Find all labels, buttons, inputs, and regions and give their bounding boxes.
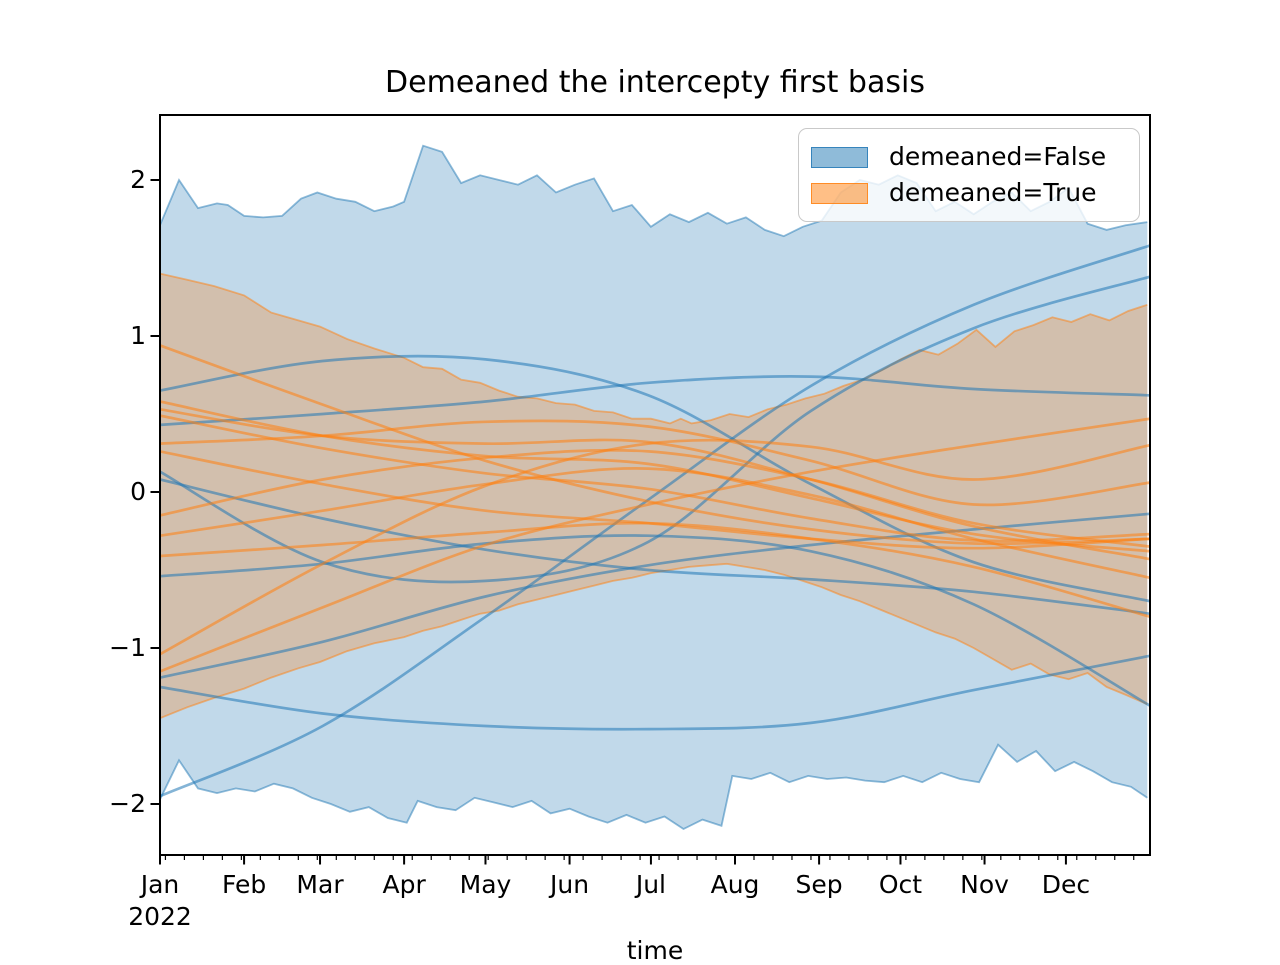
band-fill-demeaned-false <box>160 145 1148 829</box>
legend-swatch-demeaned-true <box>811 182 868 204</box>
x-tick-label-jul: Jul <box>635 870 667 899</box>
legend-box: demeaned=False demeaned=True <box>798 128 1140 222</box>
legend-label-demeaned-true: demeaned=True <box>889 178 1097 207</box>
sample-line-demeaned-false-7 <box>160 512 1150 679</box>
sample-line-demeaned-true-7 <box>160 467 1150 580</box>
plot-data-layer <box>160 144 1150 831</box>
x-tick-label-apr: Apr <box>382 870 426 899</box>
chart-title: Demeaned the intercepty first basis <box>385 65 925 100</box>
y-tick-label-1: 1 <box>130 321 146 350</box>
y-tick-label--1: −1 <box>109 633 146 662</box>
legend-swatch-demeaned-false <box>811 146 868 168</box>
x-tick-label-jan: Jan <box>140 870 180 899</box>
x-tick-label-nov: Nov <box>960 870 1009 899</box>
x-axis-label: time <box>626 936 684 965</box>
sample-line-demeaned-true-0 <box>160 344 1150 546</box>
sample-line-demeaned-false-3 <box>160 375 1150 427</box>
band-lower-edge-demeaned-true <box>160 562 1148 720</box>
x-tick-label-aug: Aug <box>710 870 760 899</box>
sample-line-demeaned-true-8 <box>160 521 1150 619</box>
sample-line-demeaned-false-4 <box>160 275 1150 584</box>
sample-line-demeaned-true-3 <box>160 414 1150 543</box>
x-tick-label-sep: Sep <box>795 870 843 899</box>
legend-label-demeaned-false: demeaned=False <box>889 142 1107 171</box>
sample-line-demeaned-false-5 <box>160 478 1150 616</box>
legend-entry-demeaned-false: demeaned=False <box>811 139 1139 175</box>
sample-line-demeaned-false-2 <box>160 354 1150 603</box>
sample-line-demeaned-true-9 <box>160 438 1150 656</box>
x-tick-label-dec: Dec <box>1041 870 1091 899</box>
band-lower-edge-demeaned-false <box>160 743 1148 831</box>
x-tick-label-may: May <box>459 870 512 899</box>
sample-line-demeaned-false-0 <box>160 244 1150 798</box>
x-axis-year-label: 2022 <box>128 902 192 931</box>
y-tick-label-2: 2 <box>130 165 146 194</box>
axes-layer <box>150 114 1151 865</box>
x-tick-label-oct: Oct <box>878 870 923 899</box>
x-tick-label-mar: Mar <box>296 870 344 899</box>
x-tick-label-jun: Jun <box>550 870 590 899</box>
legend-entry-demeaned-true: demeaned=True <box>811 175 1139 211</box>
band-upper-edge-demeaned-true <box>160 272 1148 425</box>
x-tick-label-feb: Feb <box>221 870 267 899</box>
sample-line-demeaned-true-4 <box>160 419 1150 507</box>
axes-spines <box>159 114 1151 856</box>
y-tick-label--2: −2 <box>109 789 146 818</box>
y-tick-label-0: 0 <box>130 477 146 506</box>
sample-line-demeaned-true-6 <box>160 448 1150 548</box>
sample-line-demeaned-true-10 <box>160 417 1150 673</box>
sample-line-demeaned-false-1 <box>160 654 1150 731</box>
